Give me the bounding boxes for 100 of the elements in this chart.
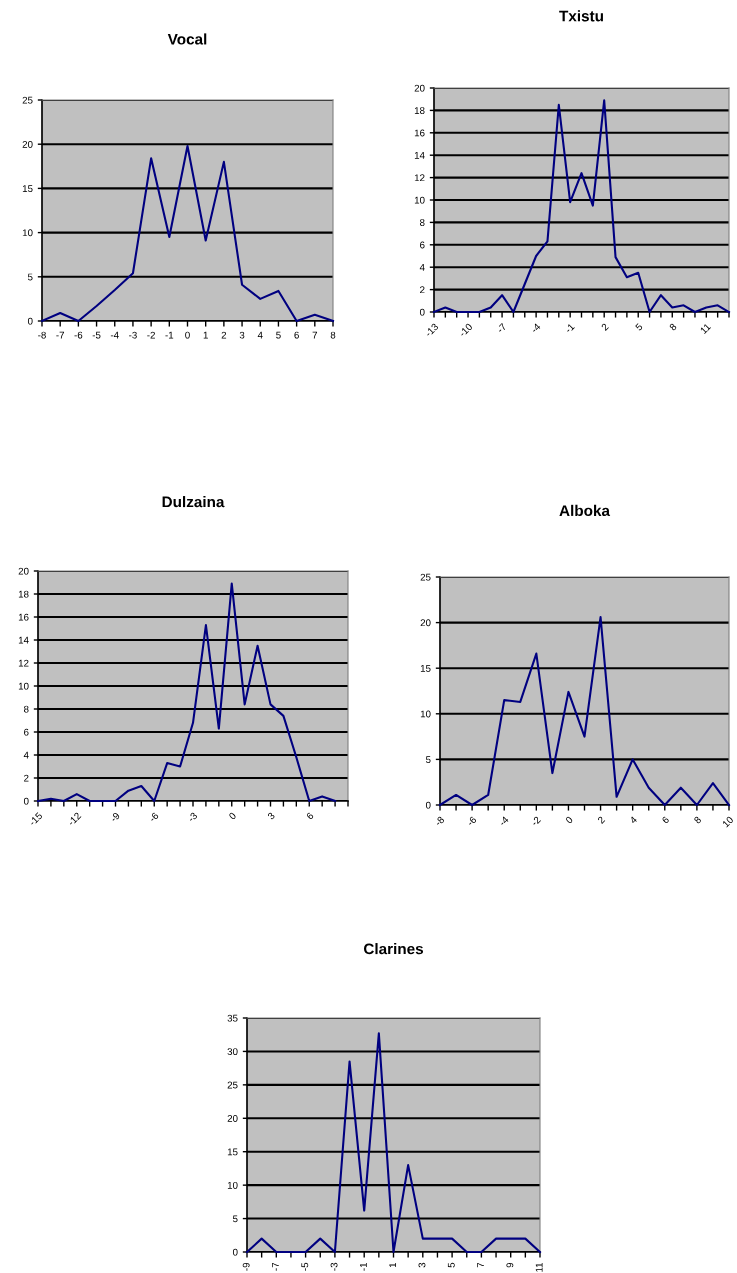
x-tick-label: 3 [239,331,245,339]
y-tick-label: 12 [414,174,425,182]
y-tick-label: 12 [18,659,29,667]
x-tick-label: -4 [110,331,119,339]
x-tick-label: -1 [564,323,575,334]
x-tick-label: 2 [600,322,609,331]
y-tick-label: 10 [414,196,425,204]
x-tick-label: -15 [28,811,43,827]
y-tick-label: 2 [24,774,29,782]
line-series [36,582,337,803]
x-tick-label: -8 [434,815,445,827]
x-tick-label: 2 [221,331,227,339]
x-tick-label: 5 [447,1262,455,1268]
x-tick-label: -2 [147,331,155,339]
x-tick-label: 9 [506,1262,514,1268]
x-tick-label: -9 [242,1262,250,1271]
x-tick-label: 0 [565,815,574,825]
y-tick-label: 2 [420,286,425,294]
x-tick-label: 3 [267,811,276,821]
y-tick-label: 8 [23,705,29,713]
y-tick-label: 16 [414,129,425,137]
y-tick-label: 5 [27,273,33,281]
x-tick-label: 5 [276,331,281,339]
y-tick-label: 18 [18,590,29,598]
y-tick-label: 10 [227,1181,238,1189]
x-tick-label: 6 [661,815,670,824]
y-tick-label: 20 [420,619,431,627]
y-tick-label: 0 [27,317,33,325]
x-tick-label: 2 [597,815,606,824]
y-tick-label: 16 [18,613,29,621]
x-tick-label: -7 [496,323,507,334]
y-tick-label: 5 [425,756,431,764]
x-tick-label: -1 [360,1262,367,1271]
x-tick-label: -5 [92,331,101,339]
x-tick-label: 4 [629,815,638,825]
x-tick-label: -4 [530,322,541,334]
y-tick-label: 20 [22,140,33,148]
y-tick-label: 25 [227,1081,238,1089]
x-tick-label: 3 [418,1262,426,1268]
x-tick-label: 7 [477,1262,484,1268]
x-tick-label: 8 [330,331,336,339]
x-tick-label: -3 [187,811,198,823]
x-tick-label: -3 [330,1262,338,1271]
x-tick-label: 5 [634,322,643,332]
x-tick-label: 6 [294,331,299,339]
y-tick-label: 0 [232,1248,238,1256]
y-tick-label: 6 [24,728,29,736]
chart-title: Vocal [167,33,207,45]
chart-title: Clarines [363,943,424,955]
x-tick-label: -7 [272,1262,279,1271]
x-tick-label: 11 [535,1262,543,1272]
y-tick-label: 15 [420,665,431,672]
y-tick-label: 35 [227,1014,238,1022]
y-tick-label: 18 [414,107,425,115]
y-tick-label: 5 [232,1215,238,1223]
chart-title: Alboka [559,504,611,517]
x-tick-label: -10 [458,322,473,338]
y-tick-label: 4 [23,751,29,759]
y-tick-label: 10 [18,682,29,690]
x-tick-label: 8 [693,815,702,824]
x-tick-label: 1 [203,331,208,339]
x-tick-label: 7 [312,331,318,339]
y-tick-label: 6 [420,241,425,249]
x-tick-label: -6 [74,331,83,339]
y-tick-label: 0 [425,801,431,809]
x-tick-label: 11 [699,323,711,335]
y-tick-label: 20 [414,84,425,92]
x-tick-label: -4 [498,815,509,827]
y-tick-label: 10 [22,229,33,237]
y-tick-label: 30 [227,1048,238,1056]
x-tick-label: 10 [722,815,734,828]
y-tick-label: 20 [18,567,29,575]
x-tick-label: 0 [185,331,190,339]
y-tick-label: 15 [227,1148,238,1156]
y-tick-label: 25 [22,96,33,104]
y-tick-label: 14 [414,152,425,159]
y-tick-label: 0 [419,308,425,316]
y-tick-label: 8 [419,219,425,227]
chart-title: Txistu [559,10,603,22]
x-tick-label: -7 [56,331,65,339]
x-tick-label: -2 [530,815,541,827]
y-tick-label: 14 [18,636,29,644]
x-tick-label: -6 [466,815,477,827]
x-tick-label: -8 [38,331,46,339]
x-tick-label: 8 [668,322,678,331]
x-tick-label: -12 [67,811,82,827]
x-tick-label: -13 [424,322,439,338]
x-tick-label: -9 [109,811,121,823]
y-tick-label: 4 [419,264,425,271]
x-tick-label: -6 [148,811,159,823]
x-tick-label: -5 [301,1262,309,1271]
x-tick-label: 1 [389,1262,397,1268]
chart-title: Dulzaina [162,496,225,508]
y-tick-label: 15 [22,185,33,193]
y-tick-label: 25 [420,573,431,581]
y-tick-label: 20 [227,1115,238,1122]
x-tick-label: -1 [165,331,174,339]
x-tick-label: -3 [129,331,137,339]
x-tick-label: 4 [257,331,263,339]
x-tick-label: 6 [305,811,314,820]
